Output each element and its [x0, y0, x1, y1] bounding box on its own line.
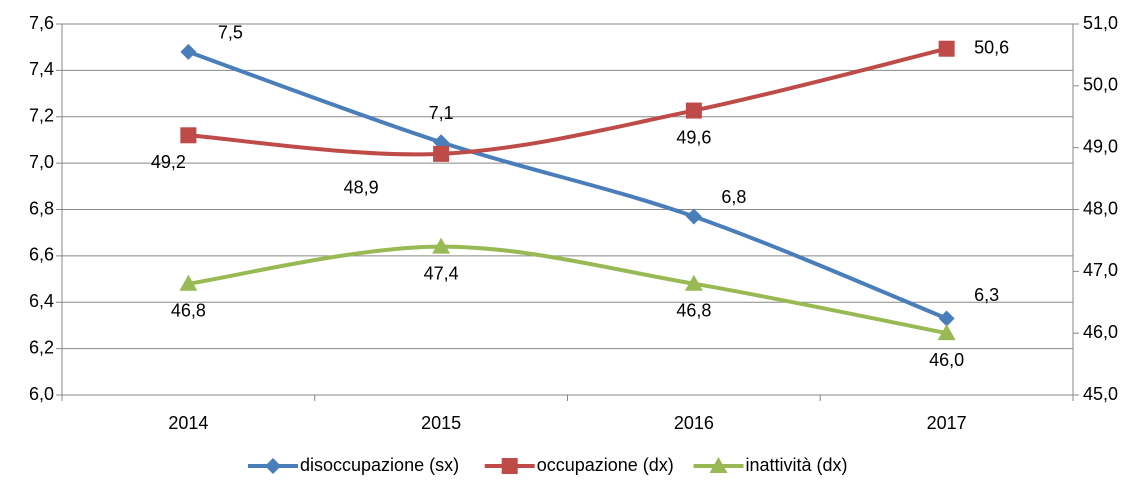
y-tick-label: 6,2 — [29, 337, 54, 357]
y-tick-label: 7,2 — [29, 106, 54, 126]
marker — [938, 310, 955, 327]
marker — [938, 40, 955, 57]
legend-label: disoccupazione (sx) — [300, 455, 459, 475]
y2-tick-label: 49,0 — [1083, 136, 1118, 156]
series-line — [188, 46, 948, 157]
y2-tick-label: 48,0 — [1083, 198, 1118, 218]
y-tick-label: 6,6 — [29, 245, 54, 265]
x-tick-label: 2017 — [927, 413, 967, 433]
legend-marker — [709, 457, 728, 473]
y-tick-label: 6,8 — [29, 198, 54, 218]
y-tick-label: 6,0 — [29, 384, 54, 404]
y2-tick-label: 47,0 — [1083, 260, 1118, 280]
data-label: 49,6 — [676, 127, 711, 147]
y-tick-label: 7,0 — [29, 152, 54, 172]
y-tick-label: 7,4 — [29, 59, 54, 79]
marker — [684, 274, 703, 291]
data-label: 46,8 — [676, 300, 711, 320]
y2-tick-label: 50,0 — [1083, 75, 1118, 95]
marker — [433, 145, 450, 162]
data-label: 6,3 — [974, 285, 999, 305]
data-label: 6,8 — [721, 187, 746, 207]
data-label: 46,0 — [929, 350, 964, 370]
y-tick-label: 7,6 — [29, 13, 54, 33]
marker — [179, 274, 198, 291]
data-label: 49,2 — [151, 152, 186, 172]
legend-label: inattività (dx) — [746, 455, 848, 475]
marker — [180, 43, 197, 60]
y-tick-label: 6,4 — [29, 291, 54, 311]
x-tick-label: 2016 — [674, 413, 714, 433]
series-line — [187, 49, 948, 321]
legend-marker — [501, 458, 518, 474]
marker — [180, 127, 197, 144]
y2-tick-label: 46,0 — [1083, 322, 1118, 342]
y2-tick-label: 45,0 — [1083, 384, 1118, 404]
data-label: 47,4 — [424, 263, 459, 283]
marker — [685, 102, 702, 119]
x-tick-label: 2015 — [421, 413, 461, 433]
y2-tick-label: 51,0 — [1083, 13, 1118, 33]
data-label: 7,1 — [429, 103, 454, 123]
data-label: 50,6 — [974, 37, 1009, 57]
legend-label: occupazione (dx) — [537, 455, 674, 475]
marker — [685, 208, 702, 225]
marker — [937, 324, 956, 341]
data-label: 7,5 — [218, 23, 243, 43]
series-line — [188, 244, 948, 336]
marker — [432, 237, 451, 254]
legend-marker — [265, 458, 281, 474]
x-tick-label: 2014 — [168, 413, 208, 433]
data-label: 48,9 — [344, 178, 379, 198]
data-label: 46,8 — [171, 300, 206, 320]
